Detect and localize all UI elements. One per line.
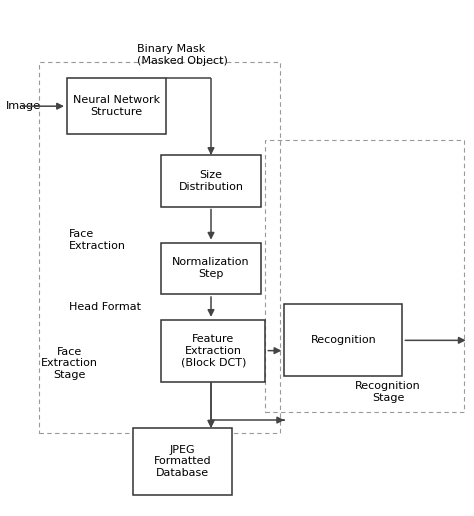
Text: Size
Distribution: Size Distribution [179,170,244,191]
Bar [133,428,232,495]
Bar [161,320,265,381]
Text: Head Format: Head Format [69,302,141,312]
Text: Recognition: Recognition [310,335,376,345]
Bar [38,62,280,433]
Text: Recognition
Stage: Recognition Stage [356,381,421,402]
Bar [67,78,166,135]
Bar [161,243,261,294]
Bar [284,304,402,376]
Text: Feature
Extraction
(Block DCT): Feature Extraction (Block DCT) [181,334,246,367]
Bar [161,155,261,206]
Text: Image: Image [5,101,40,111]
Text: JPEG
Formatted
Database: JPEG Formatted Database [154,445,211,478]
Text: Binary Mask
(Masked Object): Binary Mask (Masked Object) [137,44,228,66]
Text: Normalization
Step: Normalization Step [172,257,250,279]
Bar [265,140,464,412]
Text: Neural Network
Structure: Neural Network Structure [73,95,160,117]
Text: Face
Extraction
Stage: Face Extraction Stage [41,347,98,380]
Text: Face
Extraction: Face Extraction [69,229,126,251]
